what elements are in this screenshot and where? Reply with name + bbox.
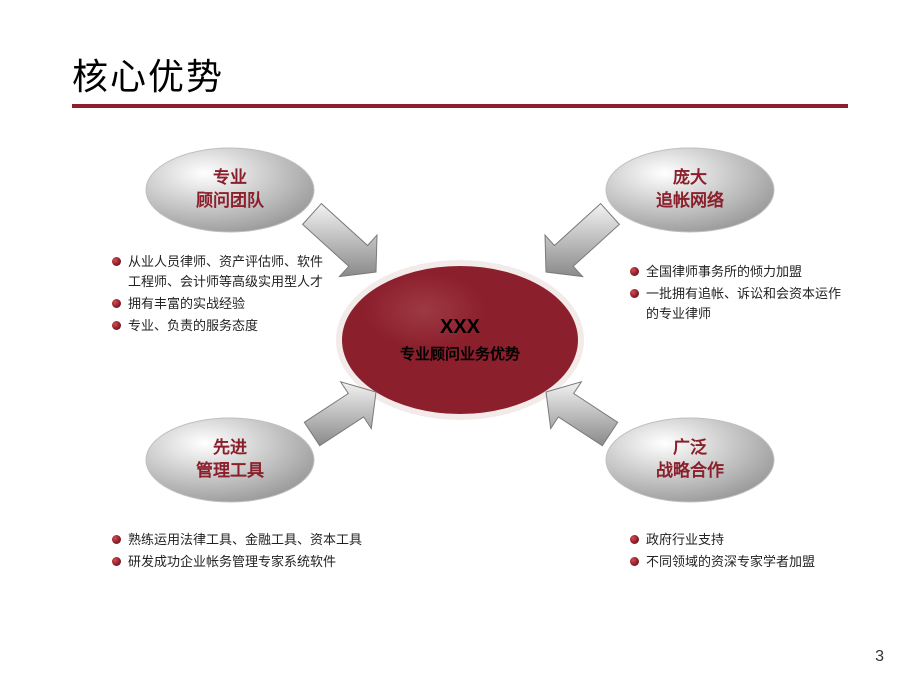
list-item: 熟练运用法律工具、金融工具、资本工具: [112, 530, 372, 550]
node-label-line1: 先进: [213, 437, 247, 460]
node-label-line2: 战略合作: [656, 460, 724, 483]
node-label-line1: 广泛: [673, 437, 707, 460]
list-item: 全国律师事务所的倾力加盟: [630, 262, 850, 282]
node-label-line1: 庞大: [673, 167, 707, 190]
node-label-team: 专业顾问团队: [146, 148, 314, 232]
page-number: 3: [875, 648, 884, 666]
node-label-coop: 广泛战略合作: [606, 418, 774, 502]
list-item: 拥有丰富的实战经验: [112, 294, 332, 314]
bullets-team: 从业人员律师、资产评估师、软件工程师、会计师等高级实用型人才拥有丰富的实战经验专…: [112, 252, 332, 339]
center-label: XXX 专业顾问业务优势: [342, 266, 578, 414]
list-item: 一批拥有追帐、诉讼和会资本运作的专业律师: [630, 284, 850, 324]
node-label-line2: 顾问团队: [196, 190, 264, 213]
center-label-line2: 专业顾问业务优势: [400, 343, 520, 364]
list-item: 专业、负责的服务态度: [112, 316, 332, 336]
node-label-network: 庞大追帐网络: [606, 148, 774, 232]
bullets-tools: 熟练运用法律工具、金融工具、资本工具研发成功企业帐务管理专家系统软件: [112, 530, 372, 574]
node-label-tools: 先进管理工具: [146, 418, 314, 502]
center-label-line1: XXX: [440, 316, 480, 339]
bullets-coop: 政府行业支持不同领域的资深专家学者加盟: [630, 530, 850, 574]
node-label-line1: 专业: [213, 167, 247, 190]
bullets-network: 全国律师事务所的倾力加盟一批拥有追帐、诉讼和会资本运作的专业律师: [630, 262, 850, 326]
list-item: 研发成功企业帐务管理专家系统软件: [112, 552, 372, 572]
list-item: 不同领域的资深专家学者加盟: [630, 552, 850, 572]
slide: 核心优势 专业顾问团队庞大追帐网络先进管理工具广泛战略合作XXX专业顾问业务优势…: [0, 0, 920, 690]
list-item: 从业人员律师、资产评估师、软件工程师、会计师等高级实用型人才: [112, 252, 332, 292]
node-label-line2: 管理工具: [196, 460, 264, 483]
list-item: 政府行业支持: [630, 530, 850, 550]
node-label-line2: 追帐网络: [656, 190, 724, 213]
